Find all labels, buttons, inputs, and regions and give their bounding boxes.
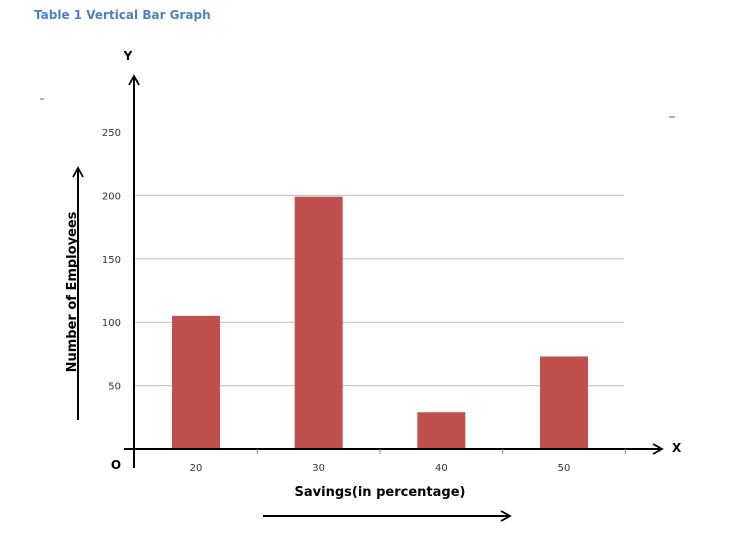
bar-20: [172, 315, 220, 449]
x-tick-label: 30: [312, 463, 325, 474]
x-tick-label: 40: [435, 463, 448, 474]
bar-40: [417, 412, 466, 449]
y-tick-label: 150: [102, 255, 121, 266]
bar-30: [294, 196, 343, 449]
y-tick-label: 100: [102, 318, 121, 329]
bars: [172, 196, 589, 449]
y-tick-label: 200: [102, 191, 121, 202]
y-axis-title: Number of Employees: [65, 211, 80, 372]
x-axis-letter: X: [672, 441, 682, 455]
x-tick-label: 50: [558, 463, 571, 474]
x-tick-label: 20: [190, 463, 203, 474]
y-tick-label: 250: [102, 128, 121, 139]
y-axis-letter: Y: [123, 49, 133, 63]
y-tick-label: 50: [108, 382, 121, 393]
y-tick-labels: 50 100 150 200 250: [102, 128, 121, 393]
figure-caption: Table 1 Vertical Bar Graph: [34, 8, 211, 22]
bar-50: [540, 356, 589, 449]
x-axis-title: Savings(in percentage): [295, 485, 466, 500]
x-tick-labels: 20 30 40 50: [190, 449, 626, 474]
origin-label: O: [111, 458, 121, 472]
